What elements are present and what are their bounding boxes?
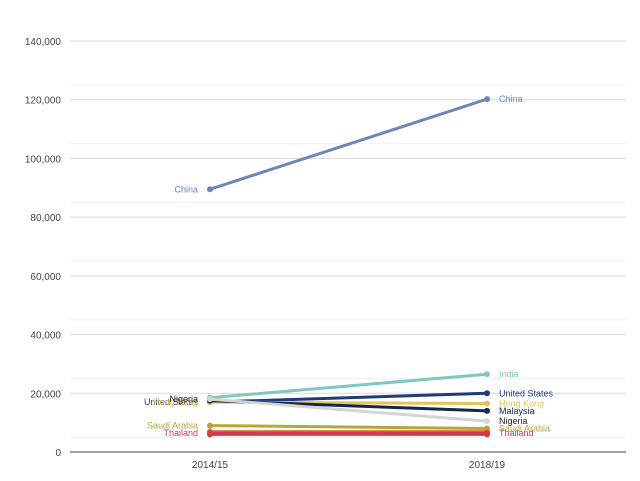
data-point xyxy=(207,431,213,438)
y-tick-label: 60,000 xyxy=(30,272,61,283)
y-axis-ticks: 0 20,000 40,000 60,000 80,000 100,000 120,000 1… xyxy=(25,37,62,459)
data-point xyxy=(484,96,490,103)
series-label: Malaysia xyxy=(499,406,535,416)
data-point xyxy=(207,422,213,429)
series-label: Thailand xyxy=(499,428,534,438)
data-point xyxy=(207,186,213,193)
series-label: China xyxy=(174,184,198,194)
series-line xyxy=(208,372,489,400)
data-point xyxy=(484,371,490,378)
data-point xyxy=(207,396,213,403)
y-tick-label: 100,000 xyxy=(25,154,62,165)
series-label: Saudi Arabia xyxy=(147,421,198,431)
x-axis-ticks: 2014/15 2018/19 xyxy=(192,460,506,471)
series-label: United States xyxy=(144,397,199,407)
series-label: United States xyxy=(499,388,554,398)
y-tick-label: 80,000 xyxy=(30,213,61,224)
data-point xyxy=(484,418,490,425)
series-label: India xyxy=(499,369,519,379)
data-point xyxy=(484,390,490,397)
y-tick-label: 0 xyxy=(55,448,61,459)
series-label: Nigeria xyxy=(169,394,198,404)
y-tick-label: 120,000 xyxy=(25,96,62,107)
series-line xyxy=(208,97,489,191)
data-point xyxy=(484,431,490,438)
data-point xyxy=(484,407,490,414)
series-label: Saudi Arabia xyxy=(499,424,550,434)
x-tick-label: 2018/19 xyxy=(469,460,506,471)
series-label: Thailand xyxy=(163,428,198,438)
series-line xyxy=(208,397,489,423)
series-labels: China China India United States United State… xyxy=(144,94,554,438)
series-label: Hong Kong xyxy=(153,397,198,407)
y-tick-label: 20,000 xyxy=(30,389,61,400)
grid xyxy=(70,40,626,438)
series-line xyxy=(208,391,489,404)
x-tick-label: 2014/15 xyxy=(192,460,229,471)
data-point xyxy=(484,400,490,407)
series xyxy=(207,96,490,438)
y-tick-label: 140,000 xyxy=(25,37,62,48)
series-label: Nigeria xyxy=(499,416,528,426)
y-tick-label: 40,000 xyxy=(30,331,61,342)
series-line xyxy=(208,424,489,431)
series-label: China xyxy=(499,94,523,104)
series-label: Hong Kong xyxy=(499,399,544,409)
